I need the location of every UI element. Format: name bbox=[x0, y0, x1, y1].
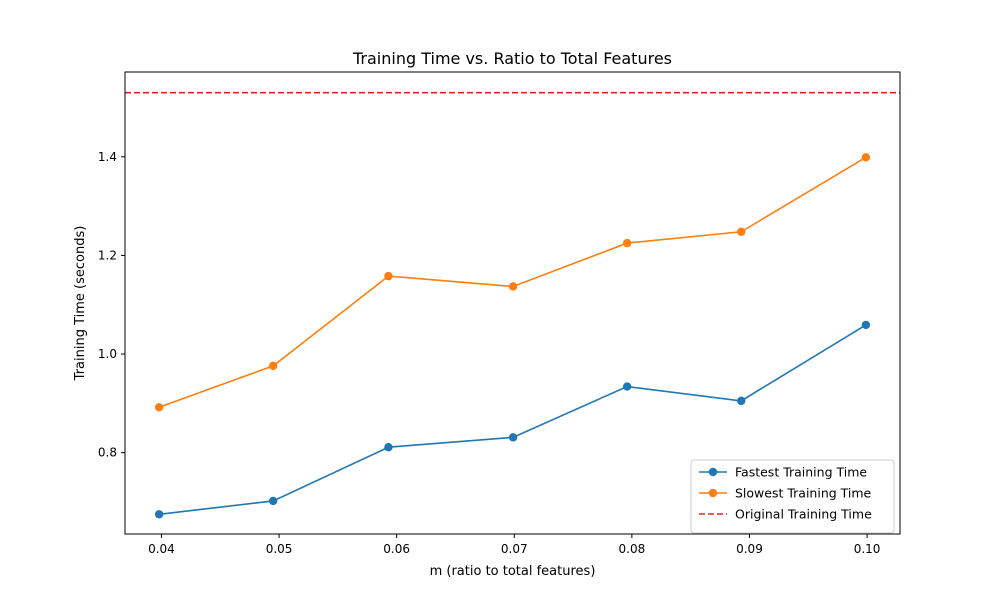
series-1-point-0 bbox=[154, 403, 164, 412]
x-axis-label: m (ratio to total features) bbox=[430, 564, 596, 579]
x-tick-label: 0.05 bbox=[266, 542, 293, 556]
legend: Fastest Training Time Slowest Training Ti… bbox=[690, 459, 895, 534]
series-0-point-5 bbox=[737, 396, 746, 406]
series-0-point-2 bbox=[384, 443, 393, 452]
plot-layer bbox=[125, 91, 900, 519]
y-tick-label: 0.8 bbox=[98, 446, 117, 460]
chart-title: Training Time vs. Ratio to Total Feature… bbox=[352, 49, 672, 68]
series-1-point-1 bbox=[268, 361, 278, 371]
series-1-point-6 bbox=[861, 153, 871, 162]
x-axis: 0.04 0.05 0.06 0.07 0.08 0.09 0.10 bbox=[148, 534, 880, 556]
series-0-point-0 bbox=[154, 510, 164, 519]
legend-label-2: Original Training Time bbox=[735, 507, 872, 522]
series-1-point-5 bbox=[737, 227, 746, 236]
y-axis: 0.8 1.0 1.2 1.4 bbox=[98, 150, 125, 460]
legend-label-1: Slowest Training Time bbox=[735, 486, 872, 501]
legend-swatch-marker-1 bbox=[708, 488, 718, 498]
plot-area bbox=[125, 72, 900, 534]
series-0-point-3 bbox=[508, 433, 518, 442]
series-1-point-2 bbox=[384, 271, 393, 281]
series-1-point-4 bbox=[622, 238, 632, 248]
y-axis-label: Training Time (seconds) bbox=[73, 226, 88, 382]
x-tick-label: 0.06 bbox=[383, 542, 410, 556]
x-tick-label: 0.07 bbox=[501, 542, 528, 556]
x-tick-label: 0.04 bbox=[148, 542, 175, 556]
y-tick-label: 1.0 bbox=[98, 347, 117, 361]
plot-frame bbox=[124, 71, 901, 535]
x-tick-label: 0.08 bbox=[619, 542, 646, 556]
series-0-point-1 bbox=[268, 496, 278, 506]
y-tick-label: 1.4 bbox=[98, 150, 117, 164]
series-0-point-6 bbox=[861, 320, 871, 330]
legend-swatch-marker-0 bbox=[708, 467, 718, 477]
series-1-point-3 bbox=[508, 282, 518, 291]
legend-label-0: Fastest Training Time bbox=[735, 465, 867, 480]
x-tick-label: 0.10 bbox=[854, 542, 881, 556]
y-tick-label: 1.2 bbox=[98, 248, 117, 262]
x-tick-label: 0.09 bbox=[736, 542, 763, 556]
series-0-point-4 bbox=[622, 382, 632, 391]
legend-box bbox=[690, 459, 895, 534]
